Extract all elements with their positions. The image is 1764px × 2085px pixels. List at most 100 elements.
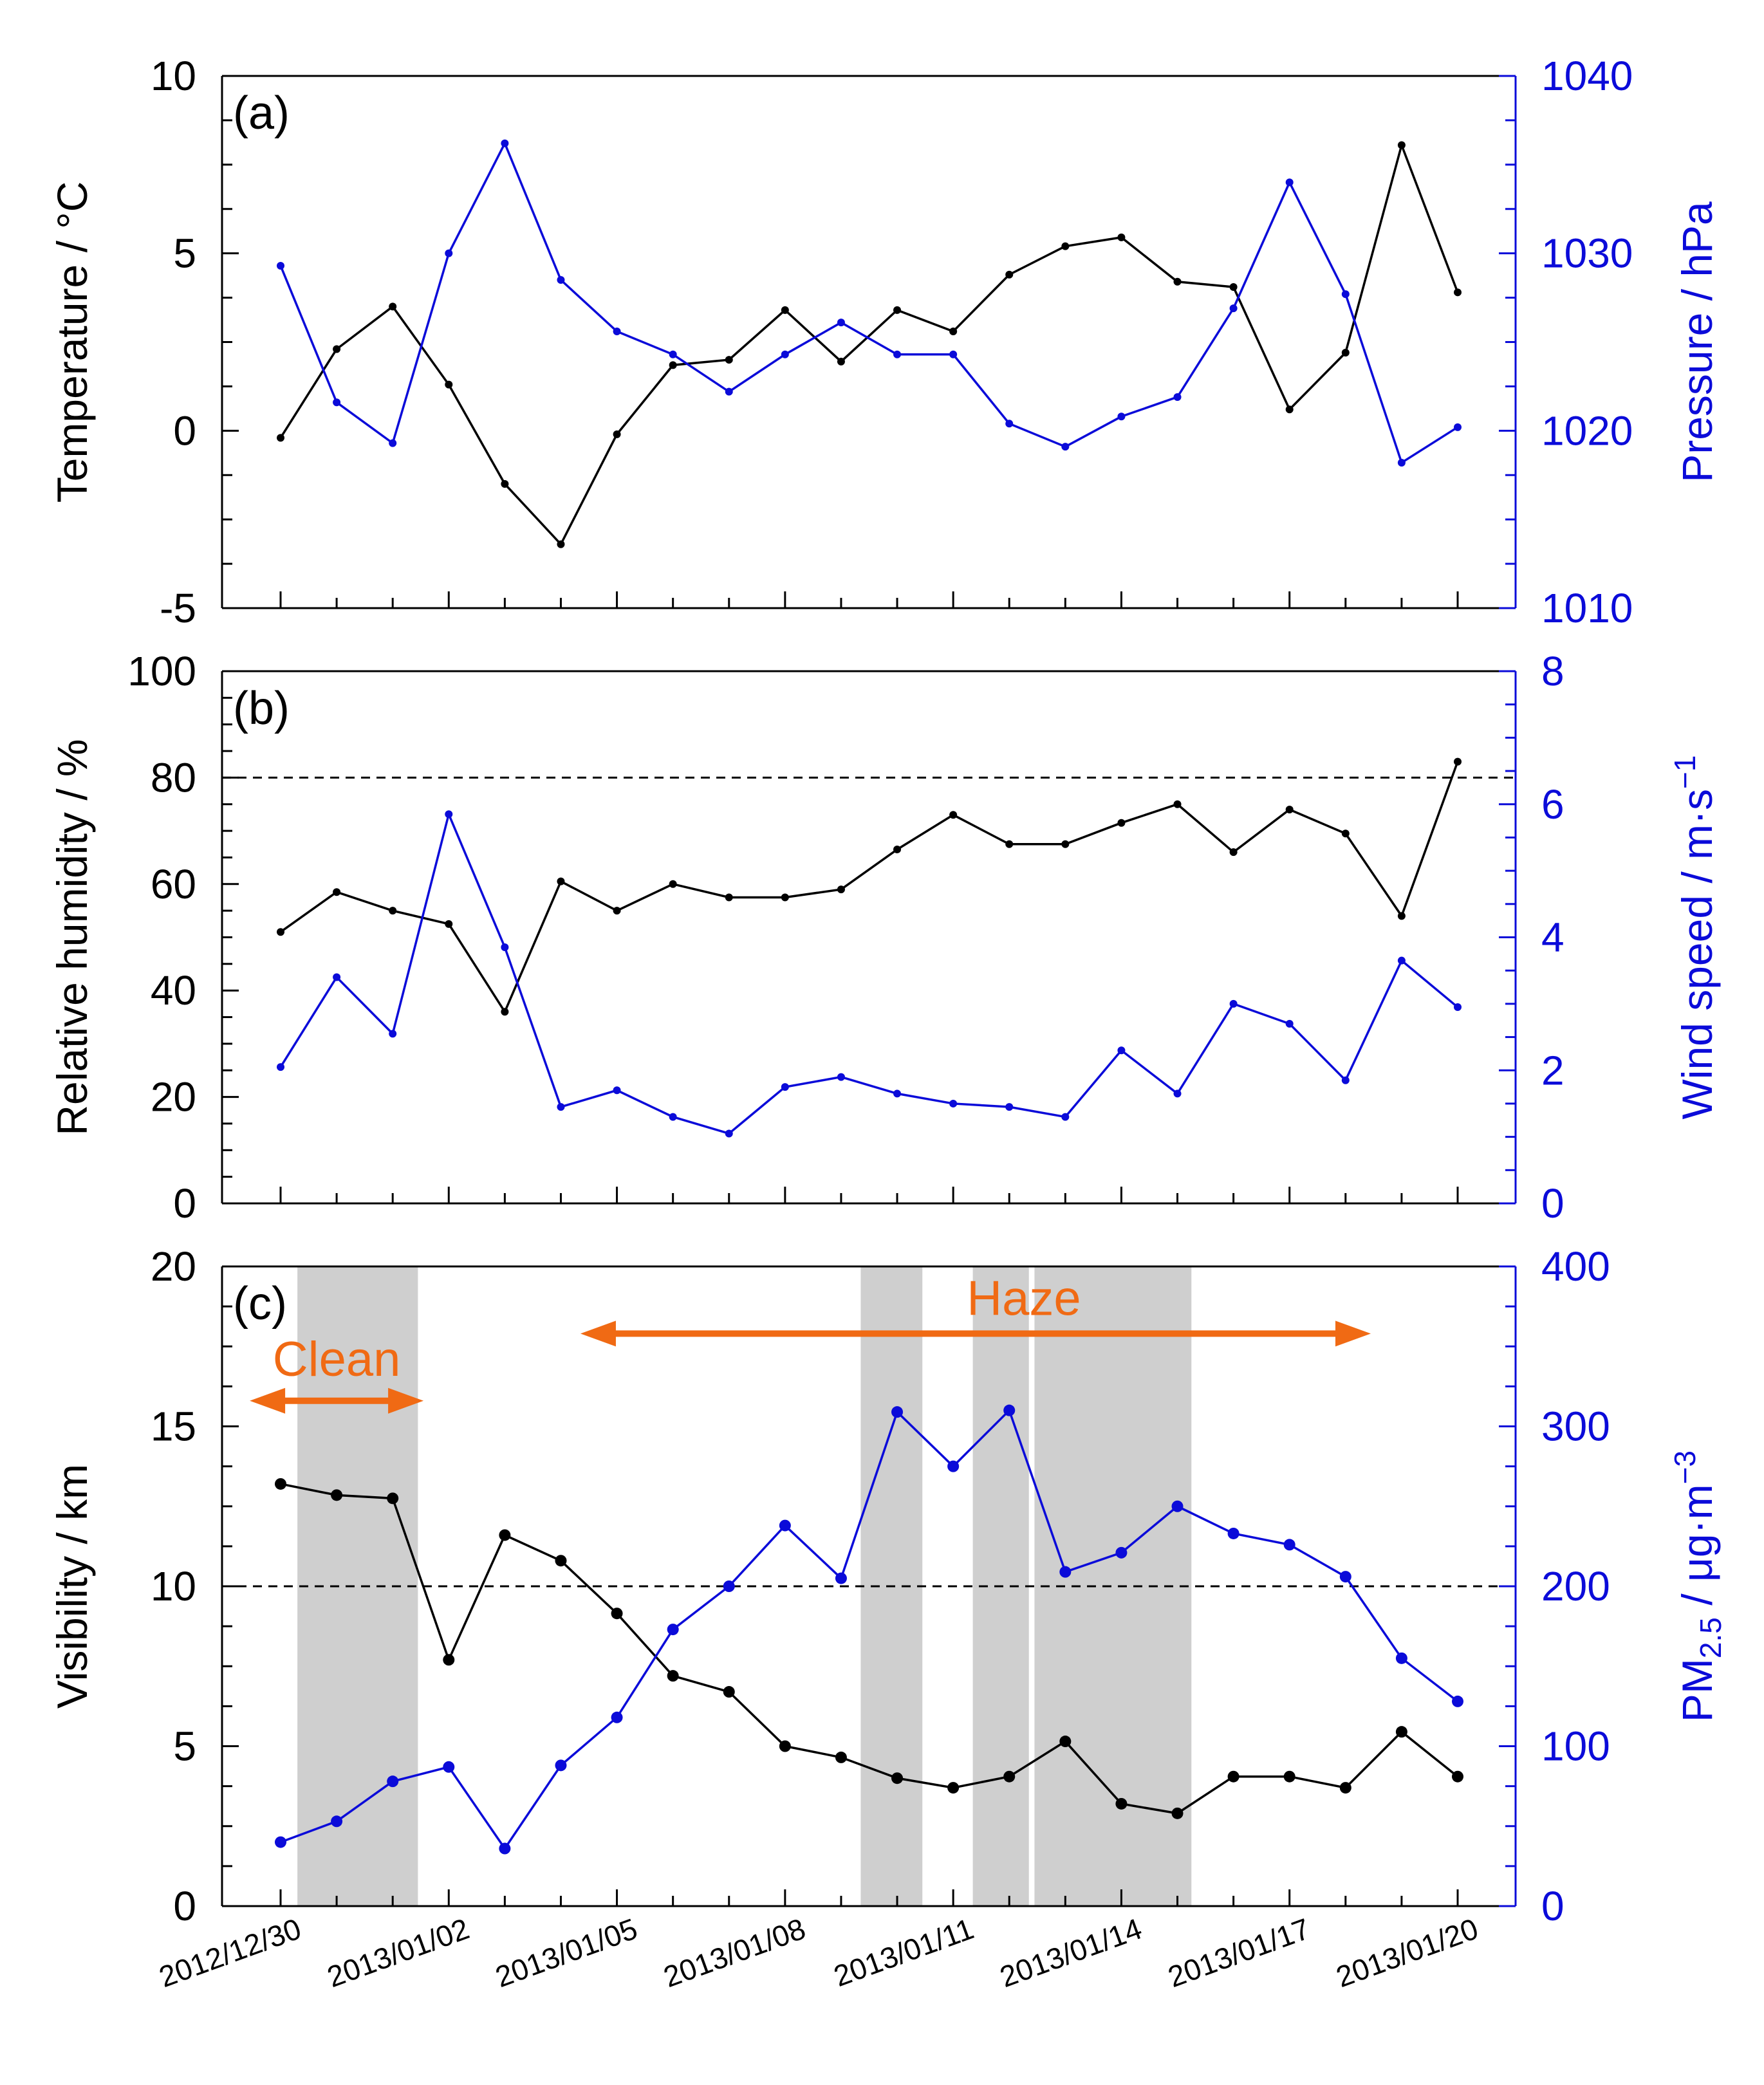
data-point: [669, 361, 677, 369]
panel-label: (c): [233, 1278, 287, 1330]
data-point: [949, 1099, 958, 1107]
data-point: [1173, 1089, 1182, 1098]
right-tick-label: 1040: [1541, 53, 1633, 99]
data-point: [1452, 1770, 1463, 1783]
series-line-wind-speed: [279, 810, 1459, 1135]
right-axis-label-prefix: PM: [1673, 1658, 1721, 1722]
data-point: [557, 540, 565, 548]
data-point: [1341, 1076, 1350, 1084]
data-point: [613, 430, 621, 438]
right-tick-label: 0: [1541, 1180, 1564, 1227]
data-point: [949, 327, 958, 335]
panel-label: (b): [233, 683, 290, 734]
data-point: [779, 1740, 791, 1752]
data-point: [387, 1775, 399, 1788]
right-tick-label: 100: [1541, 1723, 1610, 1770]
data-point: [1229, 848, 1238, 857]
data-point: [1005, 270, 1014, 279]
data-point: [1454, 757, 1462, 766]
data-point: [837, 1073, 845, 1081]
data-point: [611, 1711, 623, 1723]
annotation-label-haze: Haze: [967, 1272, 1081, 1326]
data-point: [1005, 840, 1014, 848]
x-tick-label: 2013/01/17: [1164, 1912, 1314, 1994]
left-tick-label: -5: [160, 585, 196, 631]
data-point: [1285, 806, 1294, 814]
data-point: [723, 1686, 735, 1698]
data-point: [445, 810, 453, 819]
data-point: [725, 387, 733, 396]
data-point: [331, 1489, 343, 1501]
data-point: [275, 1836, 286, 1848]
data-point: [1454, 288, 1462, 297]
data-point: [1117, 819, 1126, 827]
data-point: [389, 302, 397, 311]
data-point: [1003, 1770, 1016, 1783]
data-point: [893, 306, 902, 314]
data-point: [667, 1624, 679, 1636]
data-point: [1341, 349, 1350, 357]
data-point: [613, 1086, 621, 1095]
data-point: [333, 398, 341, 407]
data-point: [445, 380, 453, 389]
left-tick-label: 0: [173, 1180, 196, 1227]
data-point: [891, 1406, 904, 1418]
data-point: [1395, 1726, 1407, 1738]
data-point: [1173, 277, 1182, 286]
series-line-pm2-5: [280, 1408, 1459, 1851]
data-point: [1061, 840, 1070, 848]
data-point: [1059, 1566, 1072, 1578]
left-axis-label: Temperature / °C: [48, 181, 96, 503]
data-point: [1229, 999, 1238, 1008]
data-point: [389, 1030, 397, 1038]
left-tick-label: 0: [173, 407, 196, 454]
data-point: [1397, 912, 1406, 920]
data-point: [1171, 1807, 1184, 1819]
annotation-arrow-head-left: [580, 1320, 616, 1347]
data-point: [501, 139, 509, 147]
left-tick-label: 15: [151, 1404, 196, 1450]
data-point: [501, 943, 509, 952]
data-point: [277, 434, 284, 442]
series-line-temperature: [279, 141, 1459, 546]
data-point: [1115, 1797, 1128, 1810]
data-point: [277, 261, 284, 270]
panel-label: (a): [233, 88, 290, 139]
data-point: [669, 880, 677, 888]
data-point: [501, 480, 509, 488]
data-point: [613, 327, 621, 335]
series-line-relative-humidity: [279, 761, 1459, 1015]
left-tick-label: 60: [151, 861, 196, 907]
x-axis: 2012/12/30 2013/01/02 2013/01/05 2013/01/08…: [154, 1912, 1482, 1994]
data-point: [835, 1572, 847, 1584]
right-tick-label: 8: [1541, 648, 1564, 694]
x-tick-label: 2013/01/14: [996, 1912, 1146, 1994]
data-point: [499, 1529, 511, 1541]
data-point: [1115, 1546, 1128, 1559]
left-axis-label: Relative humidity / %: [48, 739, 96, 1135]
data-point: [1061, 1113, 1070, 1121]
x-tick-label: 2013/01/20: [1332, 1912, 1482, 1994]
data-point: [891, 1772, 904, 1784]
data-point: [389, 907, 397, 915]
right-axis-label: Pressure / hPa: [1673, 201, 1721, 483]
data-point: [1283, 1539, 1295, 1551]
data-point: [1397, 956, 1406, 965]
right-tick-label: 1010: [1541, 585, 1633, 631]
data-point: [555, 1759, 567, 1772]
data-point: [837, 357, 845, 366]
data-point: [1117, 233, 1126, 241]
data-point: [557, 1103, 565, 1111]
x-tick-label: 2013/01/11: [830, 1912, 978, 1993]
data-point: [557, 877, 565, 885]
data-point: [1173, 393, 1182, 401]
annotation-arrow-head-right: [1335, 1320, 1371, 1347]
data-point: [275, 1478, 286, 1490]
data-point: [893, 846, 902, 854]
data-point: [611, 1608, 623, 1620]
data-point: [1227, 1770, 1239, 1783]
x-tick-label: 2013/01/02: [323, 1912, 474, 1994]
data-point: [1395, 1652, 1407, 1664]
right-tick-label: 1030: [1541, 230, 1633, 277]
